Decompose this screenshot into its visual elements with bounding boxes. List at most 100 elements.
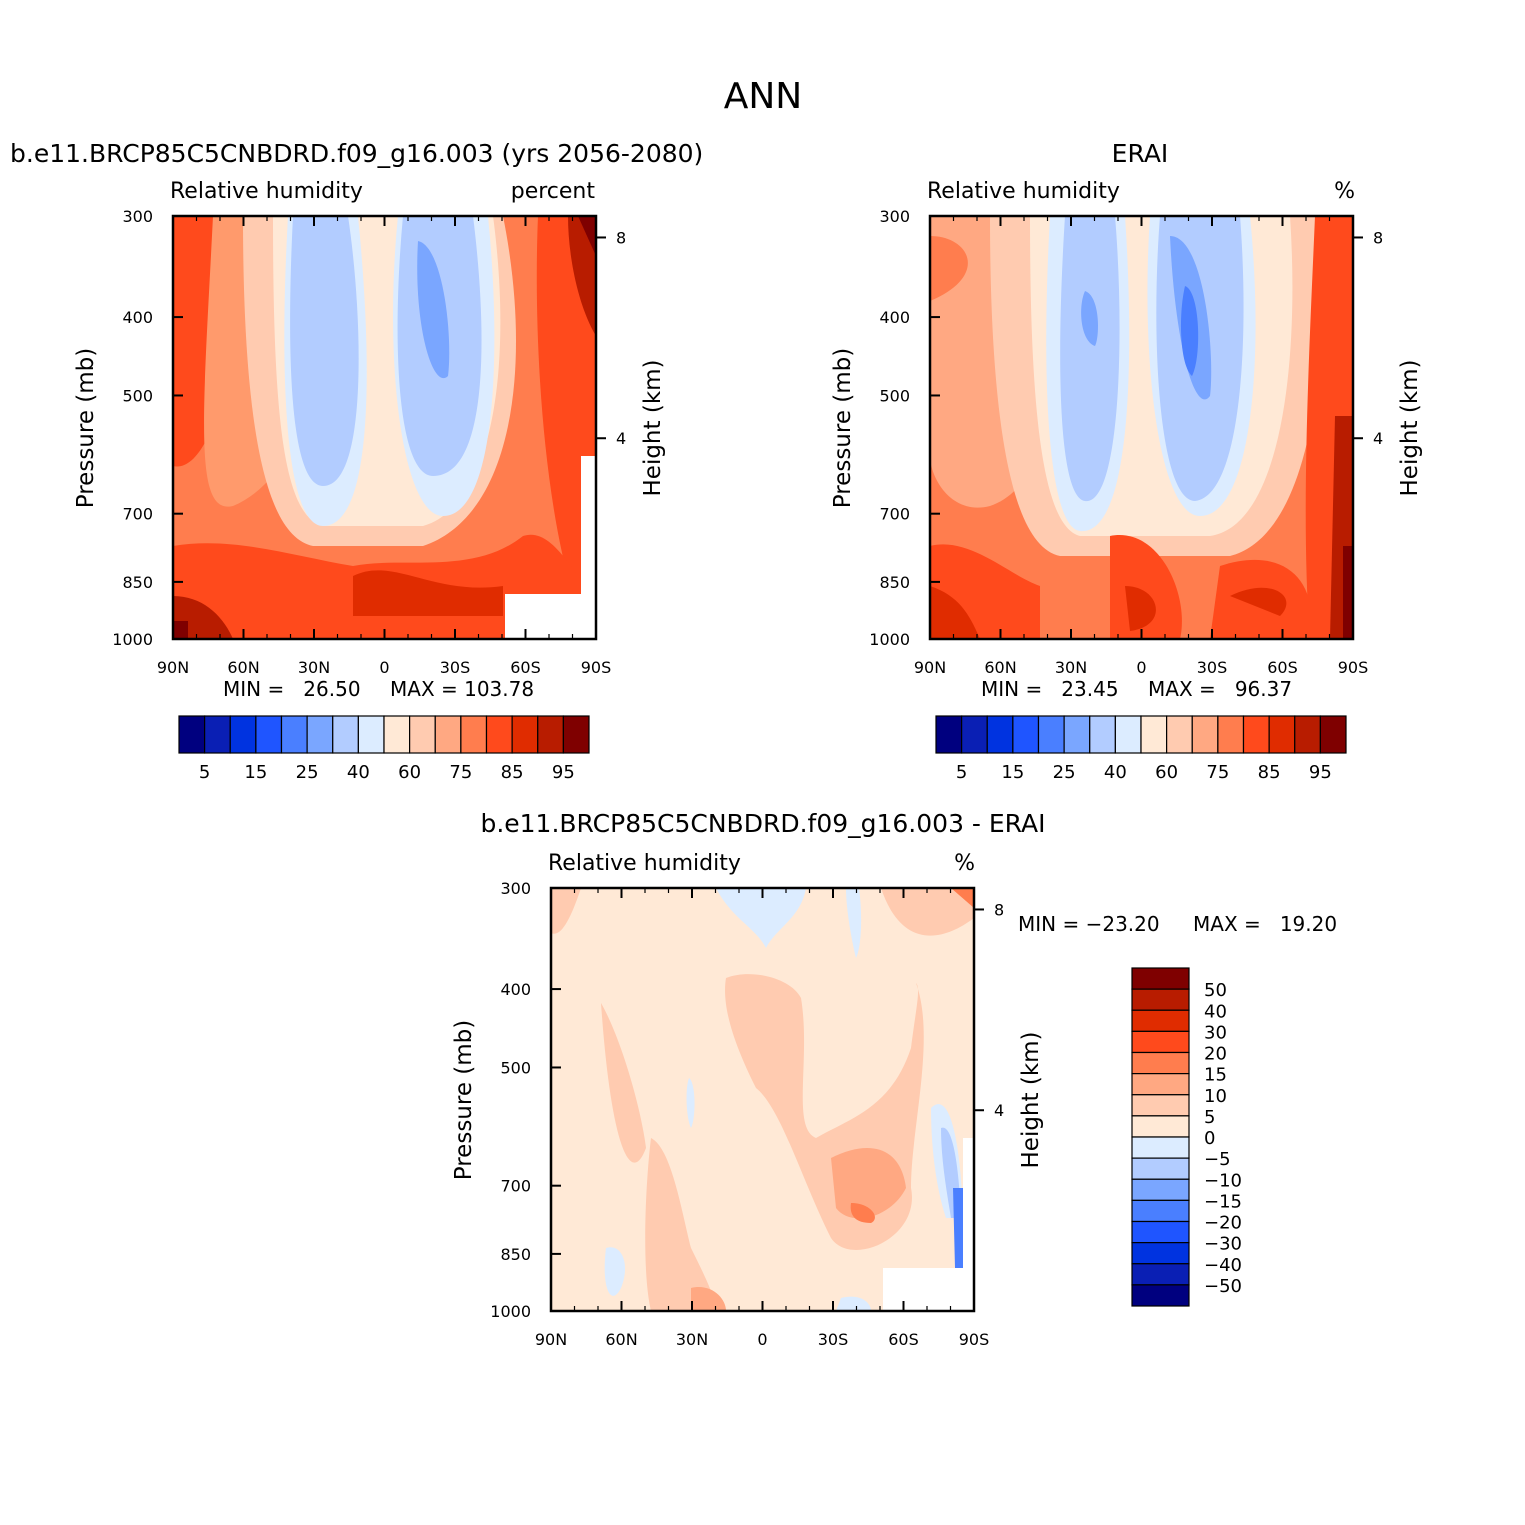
x-tick-label: 30S [440, 658, 471, 677]
colorbar-box [1131, 1030, 1190, 1054]
panel-diff-left-label: Relative humidity [548, 851, 741, 876]
colorbar-label: 50 [1204, 980, 1227, 1001]
colorbar-label: −20 [1204, 1213, 1242, 1234]
colorbar-box [1131, 1220, 1190, 1244]
panel-model-field [173, 216, 596, 639]
colorbar-label: 5 [199, 762, 210, 783]
y-tick-label: 400 [500, 980, 531, 999]
colorbar-box [1131, 1136, 1190, 1159]
colorbar-box [1131, 1157, 1190, 1180]
panel-diff-field [551, 888, 974, 1311]
colorbar-label: 30 [1204, 1022, 1227, 1043]
colorbar-label: 20 [1204, 1044, 1227, 1065]
colorbar-label: −30 [1204, 1234, 1242, 1255]
y2-tick-label: 4 [994, 1101, 1004, 1120]
x-tick-label: 30S [1197, 658, 1228, 677]
y2-tick-label: 4 [1373, 429, 1383, 448]
y-tick-label: 850 [122, 573, 153, 592]
colorbar-box [1319, 715, 1347, 754]
colorbar-label: −50 [1204, 1276, 1242, 1297]
colorbar-box [1114, 715, 1142, 754]
y-tick-label: 400 [879, 308, 910, 327]
colorbar-box [1166, 715, 1193, 754]
x-tick-label: 90N [535, 1330, 567, 1349]
colorbar-box [961, 715, 988, 754]
panel-model-y2label: Height (km) [640, 359, 666, 496]
x-tick-label: 30N [298, 658, 330, 677]
x-tick-label: 90S [1338, 658, 1369, 677]
panel-model-units: percent [511, 179, 596, 204]
colorbar-label: 40 [1104, 762, 1127, 783]
colorbar-label: 40 [1204, 1001, 1227, 1022]
y2-tick-label: 4 [616, 429, 626, 448]
colorbar-label: 85 [1258, 762, 1281, 783]
colorbar-box [306, 715, 334, 754]
colorbar-box [1131, 1178, 1190, 1201]
colorbar-label: −10 [1204, 1170, 1242, 1191]
y-tick-label: 700 [122, 505, 153, 524]
x-tick-label: 90S [959, 1330, 990, 1349]
panel-diff-units: % [954, 851, 975, 876]
colorbar-label: 60 [1155, 762, 1178, 783]
y-tick-label: 1000 [869, 630, 910, 649]
panel-diff-ylabel: Pressure (mb) [451, 1020, 477, 1180]
x-tick-label: 0 [757, 1330, 767, 1349]
colorbar-label: 85 [501, 762, 524, 783]
x-tick-label: 0 [1136, 658, 1146, 677]
y-tick-label: 300 [500, 879, 531, 898]
y2-tick-label: 8 [994, 900, 1004, 919]
panel-diff-y2label: Height (km) [1018, 1031, 1044, 1168]
colorbar-label: 95 [1309, 762, 1332, 783]
colorbar-box [1131, 1051, 1190, 1075]
colorbar-label: 40 [347, 762, 370, 783]
colorbar-box [255, 715, 283, 754]
colorbar-box [1294, 715, 1321, 754]
x-tick-label: 60N [227, 658, 259, 677]
panel-diff-min: MIN = −23.20 [1018, 912, 1160, 936]
x-tick-label: 60S [510, 658, 541, 677]
y-tick-label: 300 [122, 207, 153, 226]
colorbar-label: 15 [1001, 762, 1024, 783]
colorbar-label: 60 [398, 762, 421, 783]
panel-obs-ylabel: Pressure (mb) [830, 348, 856, 508]
colorbar-box [986, 715, 1014, 754]
panel-obs: ERAI Relative humidity % [830, 139, 1423, 783]
panel-diff-title: b.e11.BRCP85C5CNBDRD.f09_g16.003 - ERAI [480, 809, 1045, 838]
colorbar-label: 15 [1204, 1065, 1227, 1086]
colorbar-box [1217, 715, 1245, 754]
colorbar-label: −40 [1204, 1255, 1242, 1276]
x-tick-label: 60N [605, 1330, 637, 1349]
panel-obs-title: ERAI [1112, 139, 1169, 168]
colorbar-label: 25 [1053, 762, 1076, 783]
panel-obs-y2label: Height (km) [1397, 359, 1423, 496]
colorbar-label: 15 [244, 762, 267, 783]
y-tick-label: 1000 [490, 1302, 531, 1321]
colorbar-box [460, 715, 488, 754]
panel-model-max: MAX = 103.78 [390, 677, 534, 701]
colorbar-box [1131, 1115, 1190, 1138]
panel-obs-colorbar: 5 15 25 40 60 75 85 95 [935, 715, 1347, 783]
colorbar-box [562, 715, 590, 754]
y-tick-label: 400 [122, 308, 153, 327]
y-tick-label: 1000 [112, 630, 153, 649]
panel-obs-max: MAX = 96.37 [1148, 677, 1292, 701]
colorbar-box [485, 715, 513, 754]
y-tick-label: 500 [122, 386, 153, 405]
colorbar-box [1131, 1242, 1190, 1265]
colorbar-label: −5 [1204, 1149, 1231, 1170]
colorbar-box [409, 715, 436, 754]
y-tick-label: 850 [500, 1245, 531, 1264]
x-tick-label: 0 [379, 658, 389, 677]
colorbar-label: 25 [296, 762, 319, 783]
colorbar-box [1140, 715, 1168, 754]
colorbar-label: 5 [1204, 1107, 1215, 1128]
x-tick-label: 30S [818, 1330, 849, 1349]
colorbar-box [178, 715, 206, 754]
colorbar-box [1131, 1199, 1190, 1223]
y-tick-label: 500 [500, 1058, 531, 1077]
y-tick-label: 300 [879, 207, 910, 226]
panel-obs-min: MIN = 23.45 [981, 677, 1119, 701]
panel-diff: b.e11.BRCP85C5CNBDRD.f09_g16.003 - ERAI … [451, 809, 1337, 1349]
colorbar-box [1191, 715, 1219, 754]
